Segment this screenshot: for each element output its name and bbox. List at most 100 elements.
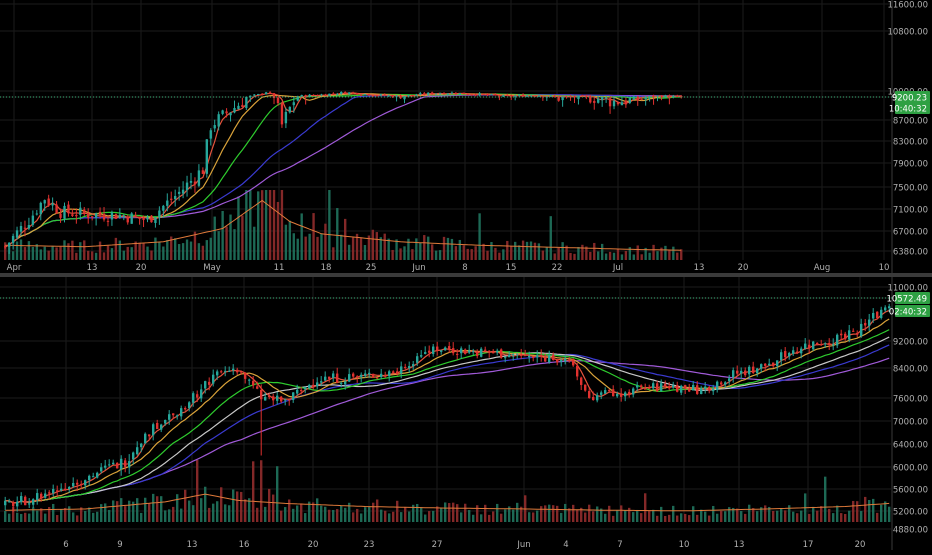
volume-bar — [387, 238, 390, 260]
candle-body — [92, 476, 95, 478]
volume-bar — [608, 251, 612, 260]
volume-bar — [423, 235, 426, 260]
volume-bar — [748, 504, 751, 522]
candle-body — [110, 212, 114, 220]
candle-body — [324, 376, 327, 381]
candle-body — [19, 226, 23, 232]
volume-bar — [232, 489, 235, 522]
candle-body — [351, 92, 355, 94]
candle-body — [348, 374, 351, 382]
volume-bar — [379, 237, 382, 260]
x-tick-label: 6 — [63, 540, 68, 550]
candle-body — [427, 92, 430, 95]
candle-body — [640, 98, 643, 100]
volume-bar — [118, 240, 122, 260]
volume-bar — [396, 500, 399, 522]
volume-bar — [15, 241, 19, 260]
volume-bar — [328, 190, 331, 260]
x-tick-label: 13 — [187, 540, 198, 550]
candle-body — [872, 312, 875, 319]
candle-body — [660, 383, 663, 391]
x-tick-label: 20 — [855, 540, 866, 550]
candle-body — [48, 492, 51, 494]
candle-body — [80, 483, 83, 485]
volume-bar — [569, 252, 572, 260]
candle-body — [884, 307, 887, 311]
volume-bar — [104, 503, 107, 522]
volume-bar — [616, 248, 620, 260]
candle-body — [696, 385, 699, 394]
volume-bar — [600, 243, 604, 260]
volume-bar — [444, 502, 447, 522]
candle-body — [423, 93, 426, 95]
volume-bar — [296, 505, 299, 522]
volume-bar — [180, 508, 183, 522]
volume-bar — [581, 244, 584, 260]
volume-bar — [844, 514, 847, 522]
volume-bar — [648, 252, 651, 260]
volume-bar — [832, 513, 835, 522]
y-tick-label: 5200.00 — [893, 508, 928, 518]
candle-body — [624, 392, 627, 397]
volume-bar — [116, 501, 119, 522]
candle-body — [404, 366, 407, 369]
ma-green-line — [4, 93, 682, 248]
volume-bar — [245, 190, 248, 260]
volume-bar — [708, 515, 711, 522]
volume-bar — [498, 252, 501, 260]
volume-bar — [828, 508, 831, 522]
candle-body — [419, 93, 422, 95]
candle-body — [561, 96, 564, 101]
volume-bar — [440, 507, 443, 522]
candle-body — [76, 482, 79, 485]
volume-bar — [544, 505, 547, 522]
volume-bar — [700, 509, 703, 522]
y-tick-label: 7500.00 — [893, 184, 928, 194]
candle-body — [336, 373, 339, 383]
volume-bar — [549, 216, 552, 260]
candle-body — [79, 207, 82, 215]
volume-bar — [404, 506, 407, 522]
y-tick-label: 7600.00 — [893, 395, 928, 405]
candle-body — [216, 371, 219, 376]
candle-body — [276, 97, 280, 104]
candle-body — [75, 214, 78, 217]
volume-bar — [152, 493, 155, 522]
candle-body — [604, 97, 608, 99]
panel-divider[interactable] — [0, 273, 932, 277]
candle-body — [676, 385, 679, 392]
volume-bar — [174, 238, 177, 260]
volume-bar — [260, 460, 263, 522]
candle-body — [540, 355, 543, 357]
candle-body — [248, 379, 251, 381]
volume-bar — [142, 243, 145, 260]
candle-body — [170, 198, 173, 200]
candle-body — [371, 95, 375, 97]
candle-body — [72, 482, 75, 487]
candle-body — [732, 370, 735, 378]
volume-bar — [340, 505, 343, 522]
volume-bar — [19, 239, 23, 260]
last-price-badge — [895, 292, 930, 304]
candle-body — [164, 420, 167, 424]
x-tick-label: Jun — [411, 263, 425, 273]
candle-body — [708, 387, 711, 391]
volume-bar — [32, 507, 35, 522]
volume-bar — [411, 249, 414, 260]
volume-bar — [20, 513, 23, 522]
volume-bar — [102, 252, 106, 260]
volume-bar — [360, 513, 363, 522]
candle-body — [800, 348, 803, 354]
volume-bar — [720, 510, 723, 522]
candle-body — [812, 341, 815, 350]
candle-body — [580, 377, 583, 385]
volume-bar — [371, 229, 375, 260]
candle-body — [391, 95, 394, 97]
candle-body — [124, 460, 127, 467]
candle-body — [596, 395, 599, 401]
volume-bar — [316, 498, 319, 522]
volume-bar — [604, 253, 608, 260]
volume-bar — [660, 247, 663, 260]
candle-body — [776, 360, 779, 367]
countdown-label: 02:40:32 — [889, 308, 927, 318]
